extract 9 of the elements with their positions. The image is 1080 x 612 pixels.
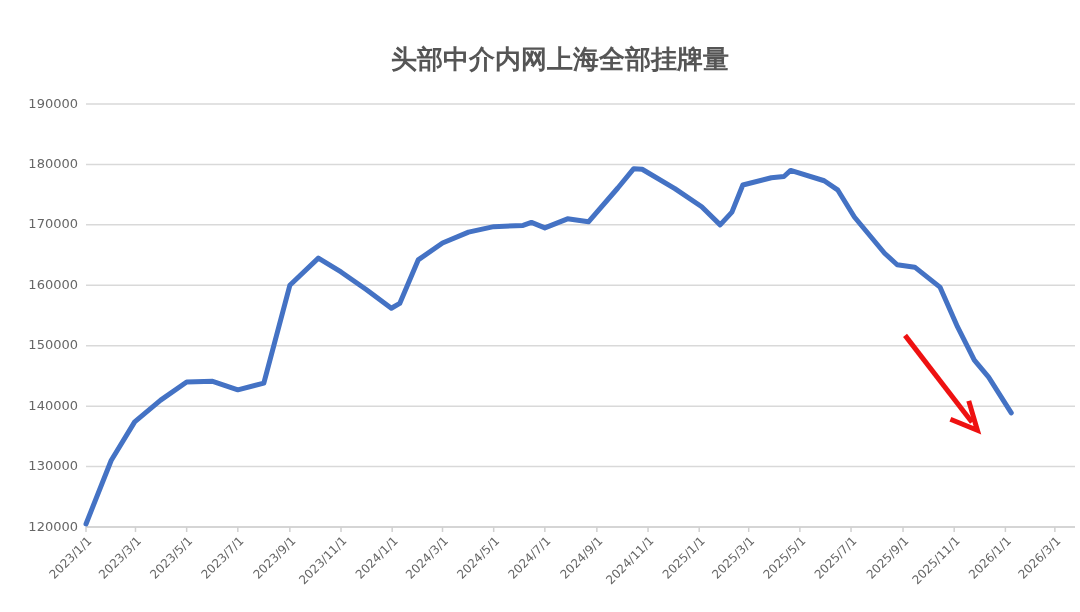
- y-tick-label: 170000: [28, 216, 78, 232]
- y-tick-label: 140000: [28, 397, 78, 413]
- chart-title: 头部中介内网上海全部挂牌量: [391, 44, 729, 74]
- y-tick-label: 160000: [28, 276, 78, 292]
- y-tick-label: 190000: [28, 95, 78, 111]
- y-tick-label: 180000: [28, 155, 78, 171]
- y-tick-label: 130000: [28, 458, 78, 474]
- y-tick-label: 120000: [28, 518, 78, 534]
- y-tick-label: 150000: [28, 337, 78, 353]
